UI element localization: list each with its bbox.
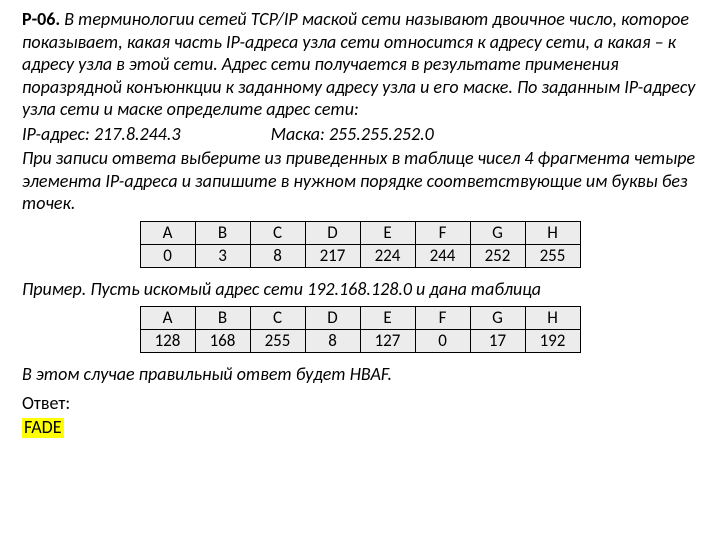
example-answer-line: В этом случае правильный ответ будет HBA…	[22, 363, 698, 386]
table-cell: B	[195, 307, 250, 330]
table-cell: 255	[525, 244, 580, 267]
table-row: A B C D E F G H	[140, 221, 580, 244]
table-cell: 0	[140, 244, 195, 267]
table-cell: F	[415, 307, 470, 330]
example-answer-text: В этом случае правильный ответ будет HBA…	[22, 363, 392, 385]
table-cell: E	[360, 307, 415, 330]
problem-text-2: При записи ответа выберите из приведенны…	[22, 147, 695, 214]
ip-label: IP-адрес:	[22, 123, 94, 145]
table-cell: 128	[140, 330, 195, 353]
answer-label-line: Ответ:	[22, 392, 698, 415]
answer-label: Ответ:	[22, 392, 70, 414]
table-cell: D	[305, 307, 360, 330]
table-cell: G	[470, 221, 525, 244]
document-page: Р-06. В терминологии сетей TCP/IP маской…	[0, 0, 720, 439]
table-cell: C	[250, 221, 305, 244]
table-cell: A	[140, 221, 195, 244]
table-cell: 192	[525, 330, 580, 353]
table-cell: 224	[360, 244, 415, 267]
instruction-text: При записи ответа выберите из приведенны…	[22, 147, 698, 215]
table-cell: 127	[360, 330, 415, 353]
table-cell: A	[140, 307, 195, 330]
table-cell: G	[470, 307, 525, 330]
table-cell: 244	[415, 244, 470, 267]
table-cell: 255	[250, 330, 305, 353]
answer-value: FADE	[22, 418, 64, 438]
table-cell: H	[525, 221, 580, 244]
table-cell: F	[415, 221, 470, 244]
table-cell: 168	[195, 330, 250, 353]
mask-label: Маска:	[271, 123, 329, 145]
table-cell: H	[525, 307, 580, 330]
table-row: 128 168 255 8 127 0 17 192	[140, 330, 580, 353]
problem-description: Р-06. В терминологии сетей TCP/IP маской…	[22, 8, 698, 121]
ip-and-mask-line: IP-адрес: 217.8.244.3 Маска: 255.255.252.…	[22, 123, 698, 146]
table-cell: C	[250, 307, 305, 330]
table-cell: D	[305, 221, 360, 244]
answer-value-wrap: FADE	[22, 416, 698, 439]
table-cell: 17	[470, 330, 525, 353]
ip-value: 217.8.244.3	[94, 123, 181, 145]
mask-value: 255.255.252.0	[329, 123, 434, 145]
example-intro: Пример. Пусть искомый адрес сети 192.168…	[22, 278, 698, 301]
options-table-2: A B C D E F G H 128 168 255 8 127 0 17 1…	[140, 306, 581, 353]
problem-text-1: В терминологии сетей TCP/IP маской сети …	[22, 8, 695, 120]
table-cell: 8	[250, 244, 305, 267]
table-cell: 252	[470, 244, 525, 267]
problem-label: Р-06.	[22, 8, 60, 30]
table-row: A B C D E F G H	[140, 307, 580, 330]
table-cell: B	[195, 221, 250, 244]
table-cell: 8	[305, 330, 360, 353]
options-table-1: A B C D E F G H 0 3 8 217 224 244 252 25…	[140, 221, 581, 268]
table-cell: 0	[415, 330, 470, 353]
table-row: 0 3 8 217 224 244 252 255	[140, 244, 580, 267]
table-cell: E	[360, 221, 415, 244]
example-line-text: Пример. Пусть искомый адрес сети 192.168…	[22, 278, 541, 300]
table-cell: 217	[305, 244, 360, 267]
table-cell: 3	[195, 244, 250, 267]
